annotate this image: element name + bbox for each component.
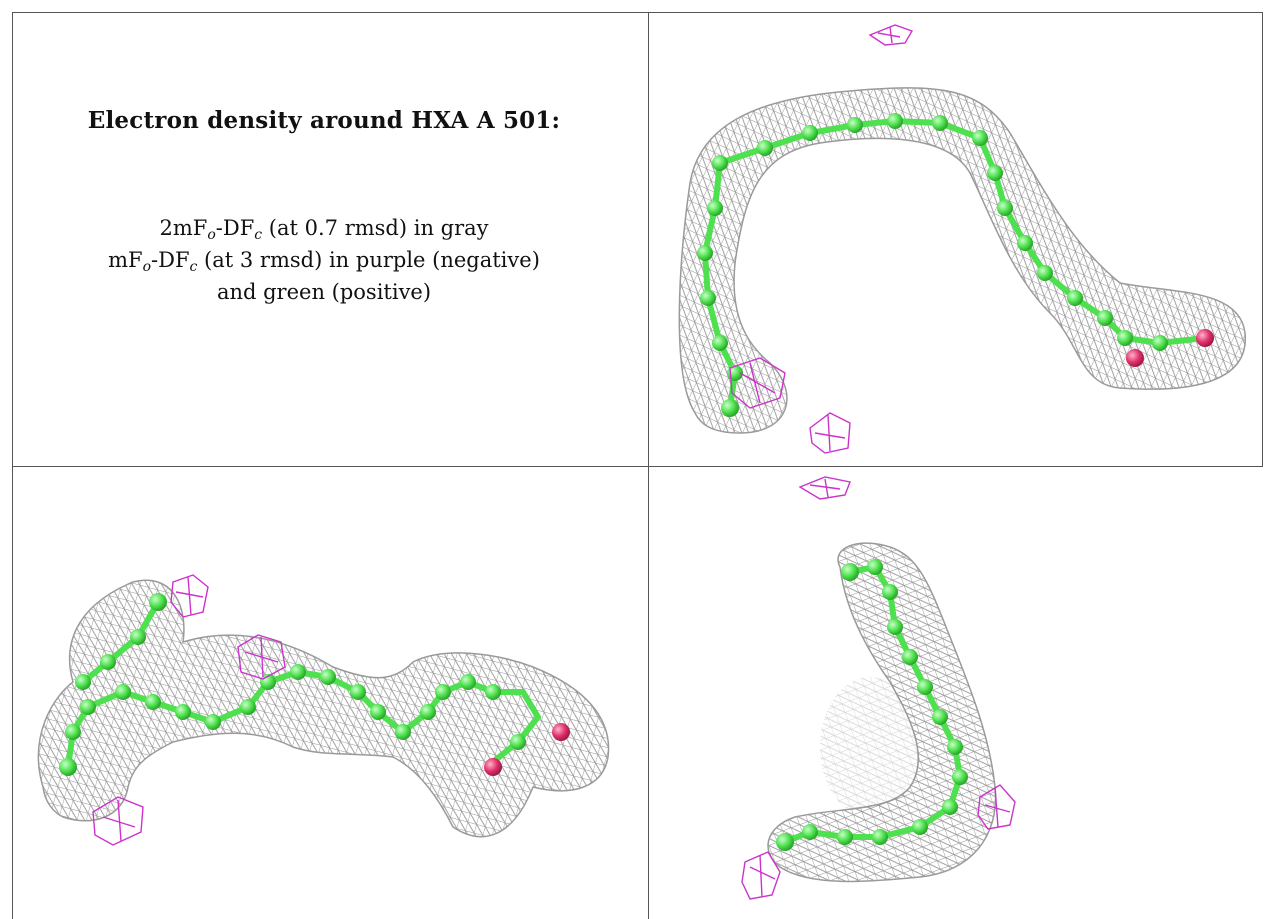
caption-line-fo: mFo-DFc (at 3 rmsd) in purple (negative): [108, 248, 540, 275]
density-view-bottom-left: [13, 467, 648, 919]
ligand-oxygens: [1126, 329, 1214, 367]
density-mesh-2fofc: [37, 579, 610, 838]
caption-line-green: and green (positive): [216, 280, 432, 304]
ligand-chain: [701, 117, 1208, 411]
negative-density-blobs: [729, 24, 914, 454]
density-mesh-back: [820, 677, 920, 817]
ligand-side-chain: [80, 599, 161, 685]
frame-top: [12, 12, 1263, 13]
density-view-top-right: [650, 13, 1262, 466]
negative-density-blobs: [92, 574, 286, 846]
ligand-oxygens: [484, 723, 570, 776]
frame-middle-horizontal: [12, 466, 1263, 467]
ligand-carbons: [776, 559, 968, 851]
caption-cell: Electron density around HXA A 501: 2mFo-…: [12, 12, 636, 466]
density-figure-bottom-right: [741, 476, 1016, 900]
ligand-chain: [65, 668, 542, 770]
ligand-carbons: [59, 593, 526, 776]
density-mesh-2fofc: [678, 87, 1246, 434]
caption-line-2fo: 2mFo-DFc (at 0.7 rmsd) in gray: [159, 216, 489, 243]
frame-middle-vertical: [648, 12, 649, 919]
density-figure-top-right: [678, 24, 1246, 454]
density-figure-bottom-left: [37, 574, 610, 846]
density-view-bottom-right: [650, 467, 1262, 919]
frame-right: [1262, 12, 1263, 467]
negative-density-blobs: [741, 476, 1016, 900]
caption-title: Electron density around HXA A 501:: [87, 107, 561, 134]
caption-body: 2mFo-DFc (at 0.7 rmsd) in gray mFo-DFc (…: [12, 212, 636, 308]
frame-left: [12, 12, 13, 919]
